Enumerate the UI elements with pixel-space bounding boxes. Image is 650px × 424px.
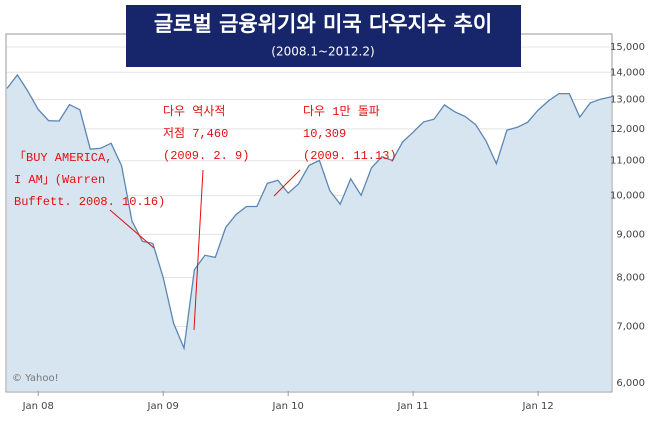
annotation: 저점 7,460 — [163, 126, 228, 141]
y-tick-label: 6,000 — [616, 378, 645, 389]
annotation: (2009. 2. 9) — [163, 149, 249, 163]
annotation: 10,309 — [303, 127, 346, 141]
annotation: (2009. 11.13) — [303, 149, 397, 163]
y-tick-label: 11,000 — [610, 156, 645, 167]
y-tick-label: 14,000 — [610, 67, 645, 78]
area — [7, 74, 611, 392]
y-tick-label: 8,000 — [616, 273, 645, 284]
x-tick-label: Jan 11 — [396, 401, 428, 412]
chart-title: 글로벌 금융위기와 미국 다우지수 추이 — [154, 12, 492, 36]
y-tick-label: 15,000 — [610, 42, 645, 53]
arrow — [273, 169, 301, 197]
annotation: Buffett. 2008. 10.16) — [14, 195, 165, 209]
annotation-arrows — [109, 169, 301, 331]
y-tick-label: 9,000 — [616, 229, 645, 240]
source: © Yahoo! — [12, 373, 59, 384]
annotation: 다우 역사적 — [163, 104, 225, 119]
x-tick-label: Jan 10 — [272, 401, 304, 412]
x-tick-label: Jan 12 — [521, 401, 553, 412]
y-tick-label: 12,000 — [610, 124, 645, 135]
annotation: 다우 1만 돌파 — [303, 104, 380, 119]
y-tick-label: 13,000 — [610, 94, 645, 105]
line — [6, 73, 612, 351]
x-tick-label: Jan 09 — [147, 401, 179, 412]
chart-subtitle: (2008.1~2012.2) — [271, 45, 374, 59]
x-tick-label: Jan 08 — [22, 401, 54, 412]
y-tick-label: 10,000 — [610, 191, 645, 202]
annotation: 「BUY AMERICA, — [14, 150, 112, 165]
arrow — [193, 169, 204, 331]
y-tick-label: 7,000 — [616, 321, 645, 332]
annotation: I AM」(Warren — [14, 173, 105, 187]
arrow — [109, 209, 155, 249]
title-box — [126, 5, 521, 67]
